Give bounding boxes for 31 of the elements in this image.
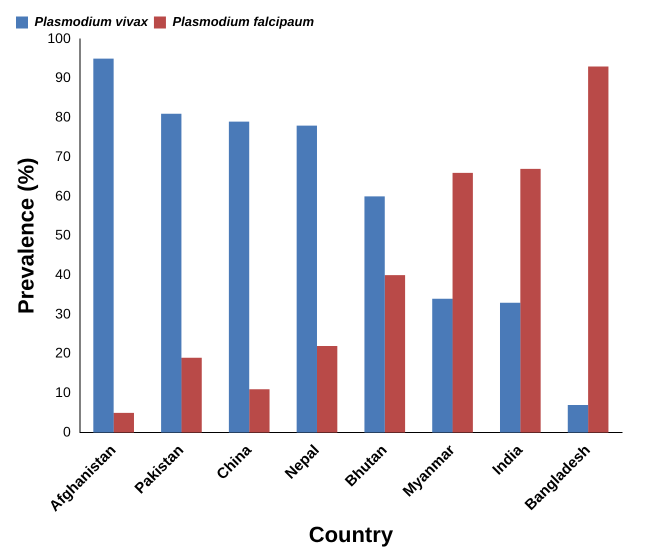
bar: [93, 58, 114, 433]
bar: [452, 172, 473, 433]
bar: [364, 196, 385, 433]
legend-label: Plasmodium falcipaum: [172, 14, 314, 30]
y-tick-label: 40: [55, 266, 71, 282]
legend-label: Plasmodium vivax: [34, 14, 149, 30]
y-tick-label: 20: [55, 344, 71, 361]
bar: [588, 66, 608, 433]
bar: [500, 302, 520, 433]
bar: [296, 126, 317, 433]
bar: [568, 405, 588, 433]
y-tick-label: 100: [47, 30, 71, 46]
bar: [316, 346, 338, 433]
bar: [161, 114, 182, 433]
bar: [181, 358, 202, 433]
x-axis-title: Country: [308, 522, 394, 547]
bar: [249, 389, 270, 433]
y-tick-label: 70: [55, 148, 71, 164]
y-axis-title: Prevalence (%): [13, 158, 38, 314]
y-tick-label: 10: [55, 384, 71, 400]
bar: [114, 412, 134, 433]
y-tick-label: 90: [55, 69, 71, 86]
bar: [384, 275, 406, 433]
y-tick-label: 50: [55, 226, 71, 243]
y-tick-label: 0: [62, 423, 71, 440]
y-tick-label: 60: [55, 187, 71, 204]
bar: [228, 122, 250, 433]
bar: [432, 298, 453, 433]
bar: [520, 168, 541, 433]
y-tick-label: 80: [55, 108, 71, 125]
y-tick-label: 30: [55, 305, 71, 322]
